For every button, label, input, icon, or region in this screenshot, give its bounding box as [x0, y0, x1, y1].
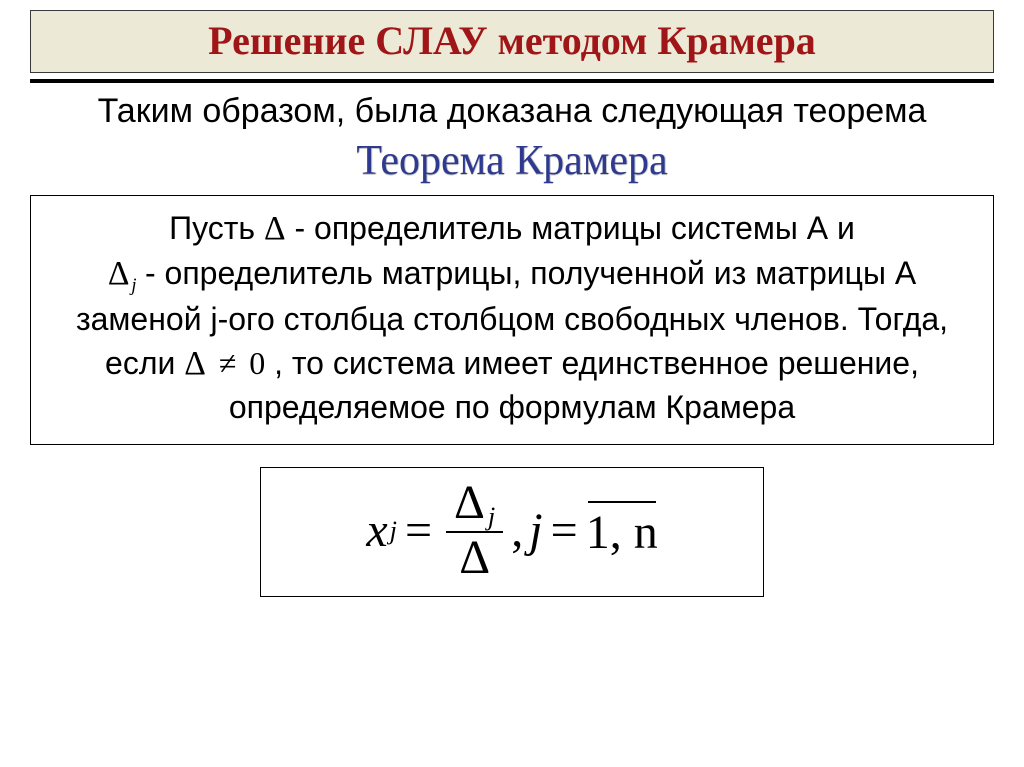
theorem-part1a: Пусть [169, 210, 264, 246]
formula-range-overline: 1, n [586, 501, 658, 560]
horizontal-rule [30, 79, 994, 83]
title-bar: Решение СЛАУ методом Крамера [30, 10, 994, 73]
cond-neq: ≠ [215, 345, 241, 381]
delta-j-base: Δ [108, 255, 130, 292]
formula-eq2: = [543, 503, 586, 558]
theorem-part3: , то система имеет единственное решение,… [229, 345, 919, 425]
theorem-part1b: - определитель матрицы системы А и [294, 210, 854, 246]
frac-num-delta: Δ [454, 476, 485, 529]
delta-j-symbol: Δj [108, 255, 145, 292]
cond-delta: Δ [184, 345, 206, 382]
formula-numerator: Δj [446, 478, 503, 534]
theorem-name: Теорема Крамера [14, 137, 1010, 185]
formula-eq1: = [397, 503, 440, 558]
lead-paragraph: Таким образом, была доказана следующая т… [42, 91, 982, 131]
frac-num-sub: j [485, 501, 495, 531]
theorem-statement-box: Пусть Δ - определитель матрицы системы А… [30, 195, 994, 444]
delta-symbol: Δ [264, 210, 286, 247]
slide: Решение СЛАУ методом Крамера Таким образ… [0, 10, 1024, 767]
delta-j-sub: j [129, 275, 136, 295]
formula-fraction: Δj Δ [446, 478, 503, 584]
formula-x: x [366, 503, 387, 558]
formula-denominator: Δ [451, 533, 498, 583]
formula-comma: , [509, 503, 529, 558]
formula-range: 1, n [586, 506, 658, 559]
formula-box: xj = Δj Δ , j = 1, n [260, 467, 764, 597]
theorem-text: Пусть Δ - определитель матрицы системы А… [45, 206, 979, 429]
formula-x-sub: j [388, 515, 397, 546]
page-title: Решение СЛАУ методом Крамера [208, 18, 816, 63]
formula-j: j [529, 503, 542, 558]
cond-zero: 0 [249, 345, 265, 381]
